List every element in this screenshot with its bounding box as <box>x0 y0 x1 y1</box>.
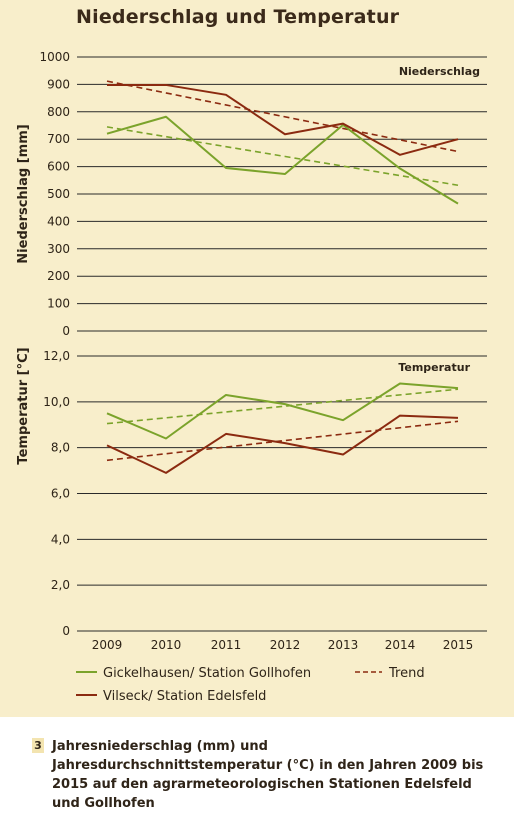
y-tick-label: 700 <box>47 132 70 146</box>
series-line <box>107 384 458 439</box>
trend-line <box>107 81 458 151</box>
trend-line <box>107 389 458 423</box>
y-tick-label: 1000 <box>39 50 70 64</box>
y-tick-label: 200 <box>47 269 70 283</box>
legend-label-brown: Vilseck/ Station Edelsfeld <box>103 689 266 704</box>
y-tick-label: 800 <box>47 105 70 119</box>
y-tick-label: 500 <box>47 187 70 201</box>
x-tick-label: 2009 <box>92 638 123 652</box>
caption-number: 3 <box>32 738 44 753</box>
y-tick-label: 4,0 <box>51 532 70 546</box>
y-tick-label: 900 <box>47 77 70 91</box>
panel-label: Niederschlag <box>399 65 480 78</box>
y-tick-label: 12,0 <box>43 349 70 363</box>
y-tick-label: 300 <box>47 242 70 256</box>
panel-label: Temperatur <box>398 361 470 374</box>
y-tick-label: 400 <box>47 214 70 228</box>
caption-text: Jahresniederschlag (mm) und Jahresdurchs… <box>52 737 502 813</box>
y-tick-label: 100 <box>47 297 70 311</box>
x-tick-label: 2014 <box>385 638 416 652</box>
x-tick-label: 2013 <box>328 638 359 652</box>
y-tick-label: 2,0 <box>51 578 70 592</box>
y-tick-label: 0 <box>62 324 70 338</box>
x-tick-label: 2010 <box>151 638 182 652</box>
y-tick-label: 8,0 <box>51 441 70 455</box>
x-tick-label: 2011 <box>211 638 242 652</box>
legend-label-green: Gickelhausen/ Station Gollhofen <box>103 666 311 681</box>
y-axis-label: Temperatur [°C] <box>16 347 31 464</box>
y-tick-label: 6,0 <box>51 487 70 501</box>
x-tick-label: 2015 <box>443 638 474 652</box>
y-tick-label: 10,0 <box>43 395 70 409</box>
y-tick-label: 600 <box>47 160 70 174</box>
chart-svg: 0 100 200 300 400 500 600 700 800 900 1000 Niedersc… <box>0 0 514 717</box>
series-line <box>107 85 458 155</box>
legend-label-trend: Trend <box>388 666 425 681</box>
series-line <box>107 416 458 473</box>
x-tick-label: 2012 <box>270 638 301 652</box>
trend-line <box>107 421 458 460</box>
trend-line <box>107 127 458 185</box>
y-axis-label: Niederschlag [mm] <box>16 124 31 263</box>
y-tick-label: 0 <box>62 624 70 638</box>
series-line <box>107 117 458 204</box>
